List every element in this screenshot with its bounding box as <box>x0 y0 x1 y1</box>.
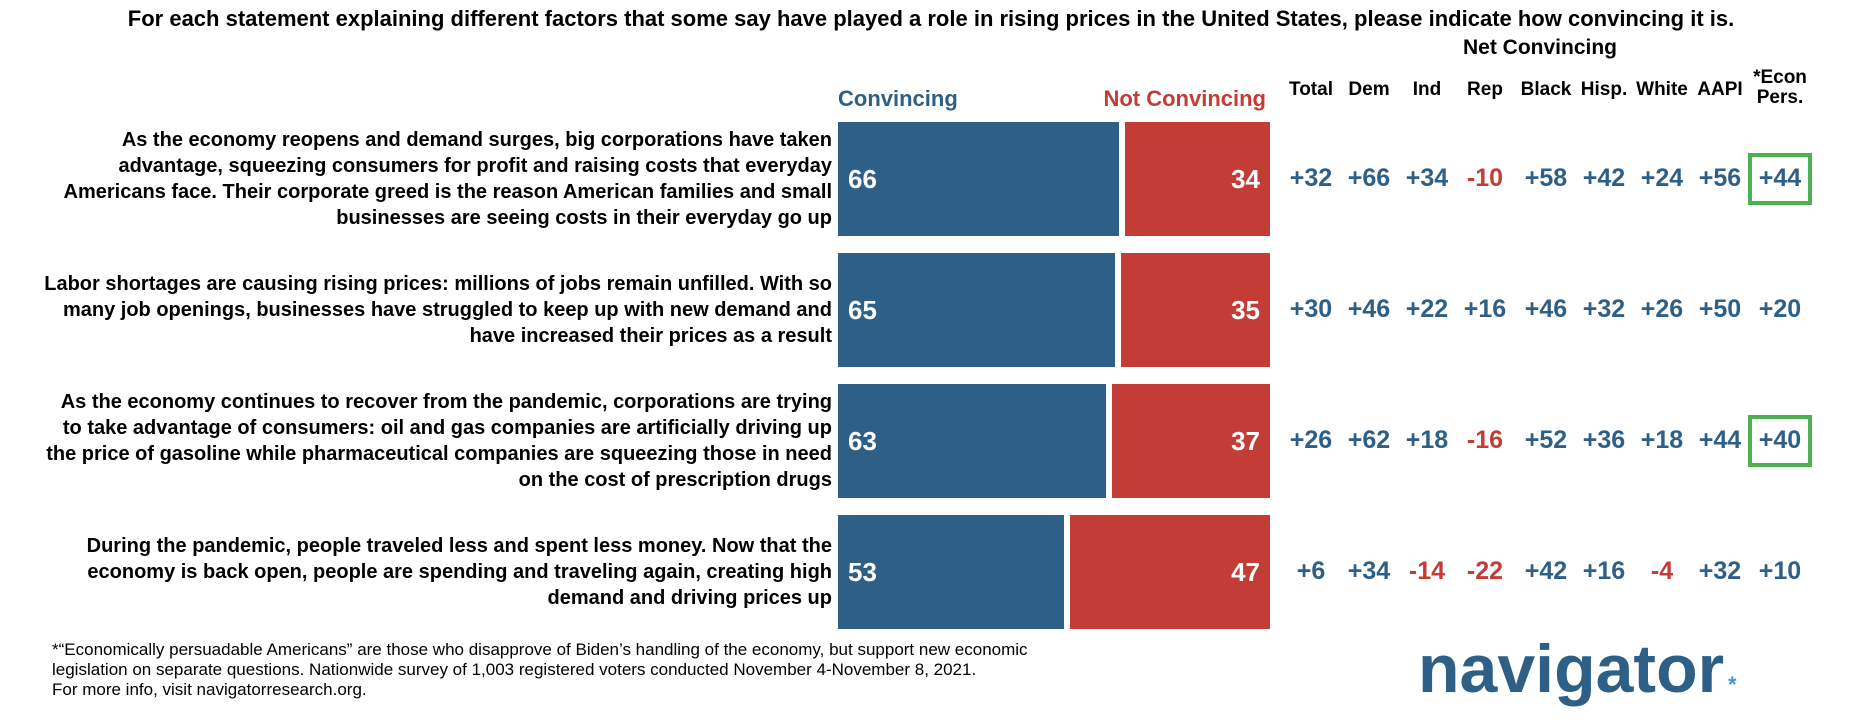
net-value: +32 <box>1289 164 1333 192</box>
highlight-box <box>1748 415 1812 467</box>
highlight-box <box>1748 153 1812 205</box>
net-value: +20 <box>1758 295 1802 323</box>
bar-not-convincing: 47 <box>1069 515 1270 629</box>
column-header: Ind <box>1412 79 1442 100</box>
net-value: +26 <box>1640 295 1684 323</box>
legend-not-convincing: Not Convincing <box>1103 86 1266 111</box>
net-value: +52 <box>1524 426 1568 454</box>
net-value: +40 <box>1758 426 1802 454</box>
net-value: +46 <box>1347 295 1391 323</box>
net-value: +50 <box>1698 295 1742 323</box>
net-convincing-title: Net Convincing <box>1462 36 1617 59</box>
net-value: -14 <box>1408 557 1446 585</box>
net-value: -16 <box>1466 426 1504 454</box>
net-value: +62 <box>1347 426 1391 454</box>
statement-text: Labor shortages are causing rising price… <box>44 273 832 347</box>
logo-star-icon: * <box>1728 672 1737 697</box>
statement-text: As the economy reopens and demand surges… <box>63 129 832 229</box>
legend-convincing: Convincing <box>838 86 958 111</box>
net-value: +16 <box>1582 557 1626 585</box>
column-header: *Econ Pers. <box>1753 67 1807 108</box>
net-value: +32 <box>1698 557 1742 585</box>
bar-not-convincing: 35 <box>1120 253 1270 367</box>
net-value: +16 <box>1463 295 1507 323</box>
net-value: +22 <box>1405 295 1449 323</box>
column-header: Total <box>1289 79 1333 100</box>
net-value: +30 <box>1289 295 1333 323</box>
net-value: +36 <box>1582 426 1626 454</box>
column-header: Rep <box>1467 79 1503 100</box>
chart-title: For each statement explaining different … <box>127 6 1735 31</box>
net-value: -10 <box>1466 164 1504 192</box>
net-value: +34 <box>1405 164 1449 192</box>
navigator-logo: navigator <box>1418 631 1725 707</box>
net-value: +46 <box>1524 295 1568 323</box>
net-value: +24 <box>1640 164 1684 192</box>
bar-convincing: 65 <box>838 253 1115 367</box>
net-value: +10 <box>1758 557 1802 585</box>
net-value: +18 <box>1640 426 1684 454</box>
column-header: Hisp. <box>1580 79 1628 100</box>
column-header: Dem <box>1348 79 1390 100</box>
column-header: Black <box>1520 79 1572 100</box>
footnote-line-2: legislation on separate questions. Natio… <box>52 660 977 679</box>
net-value: +42 <box>1582 164 1626 192</box>
net-value: +44 <box>1758 164 1802 192</box>
net-value: +26 <box>1289 426 1333 454</box>
bar-convincing: 66 <box>838 122 1120 236</box>
net-value: +58 <box>1524 164 1568 192</box>
footnote-line-1: *“Economically persuadable Americans” ar… <box>52 640 1028 659</box>
bar-not-convincing: 37 <box>1112 384 1270 498</box>
net-value: +6 <box>1296 557 1326 585</box>
net-value: -4 <box>1650 557 1674 585</box>
bar-not-convincing: 34 <box>1125 122 1270 236</box>
footnote: *“Economically persuadable Americans” ar… <box>52 640 1132 700</box>
net-value: +34 <box>1347 557 1391 585</box>
column-header: AAPI <box>1697 79 1743 100</box>
net-value: +44 <box>1698 426 1742 454</box>
net-value: +66 <box>1347 164 1391 192</box>
net-value: -22 <box>1466 557 1504 585</box>
bar-convincing: 63 <box>838 384 1107 498</box>
column-header: White <box>1636 79 1688 100</box>
net-value: +42 <box>1524 557 1568 585</box>
net-value: +32 <box>1582 295 1626 323</box>
bar-convincing: 53 <box>838 515 1064 629</box>
net-value: +18 <box>1405 426 1449 454</box>
statement-text: As the economy continues to recover from… <box>46 391 832 491</box>
net-value: +56 <box>1698 164 1742 192</box>
footnote-line-3: For more info, visit navigatorresearch.o… <box>52 680 367 699</box>
statement-text: During the pandemic, people traveled les… <box>86 535 832 609</box>
